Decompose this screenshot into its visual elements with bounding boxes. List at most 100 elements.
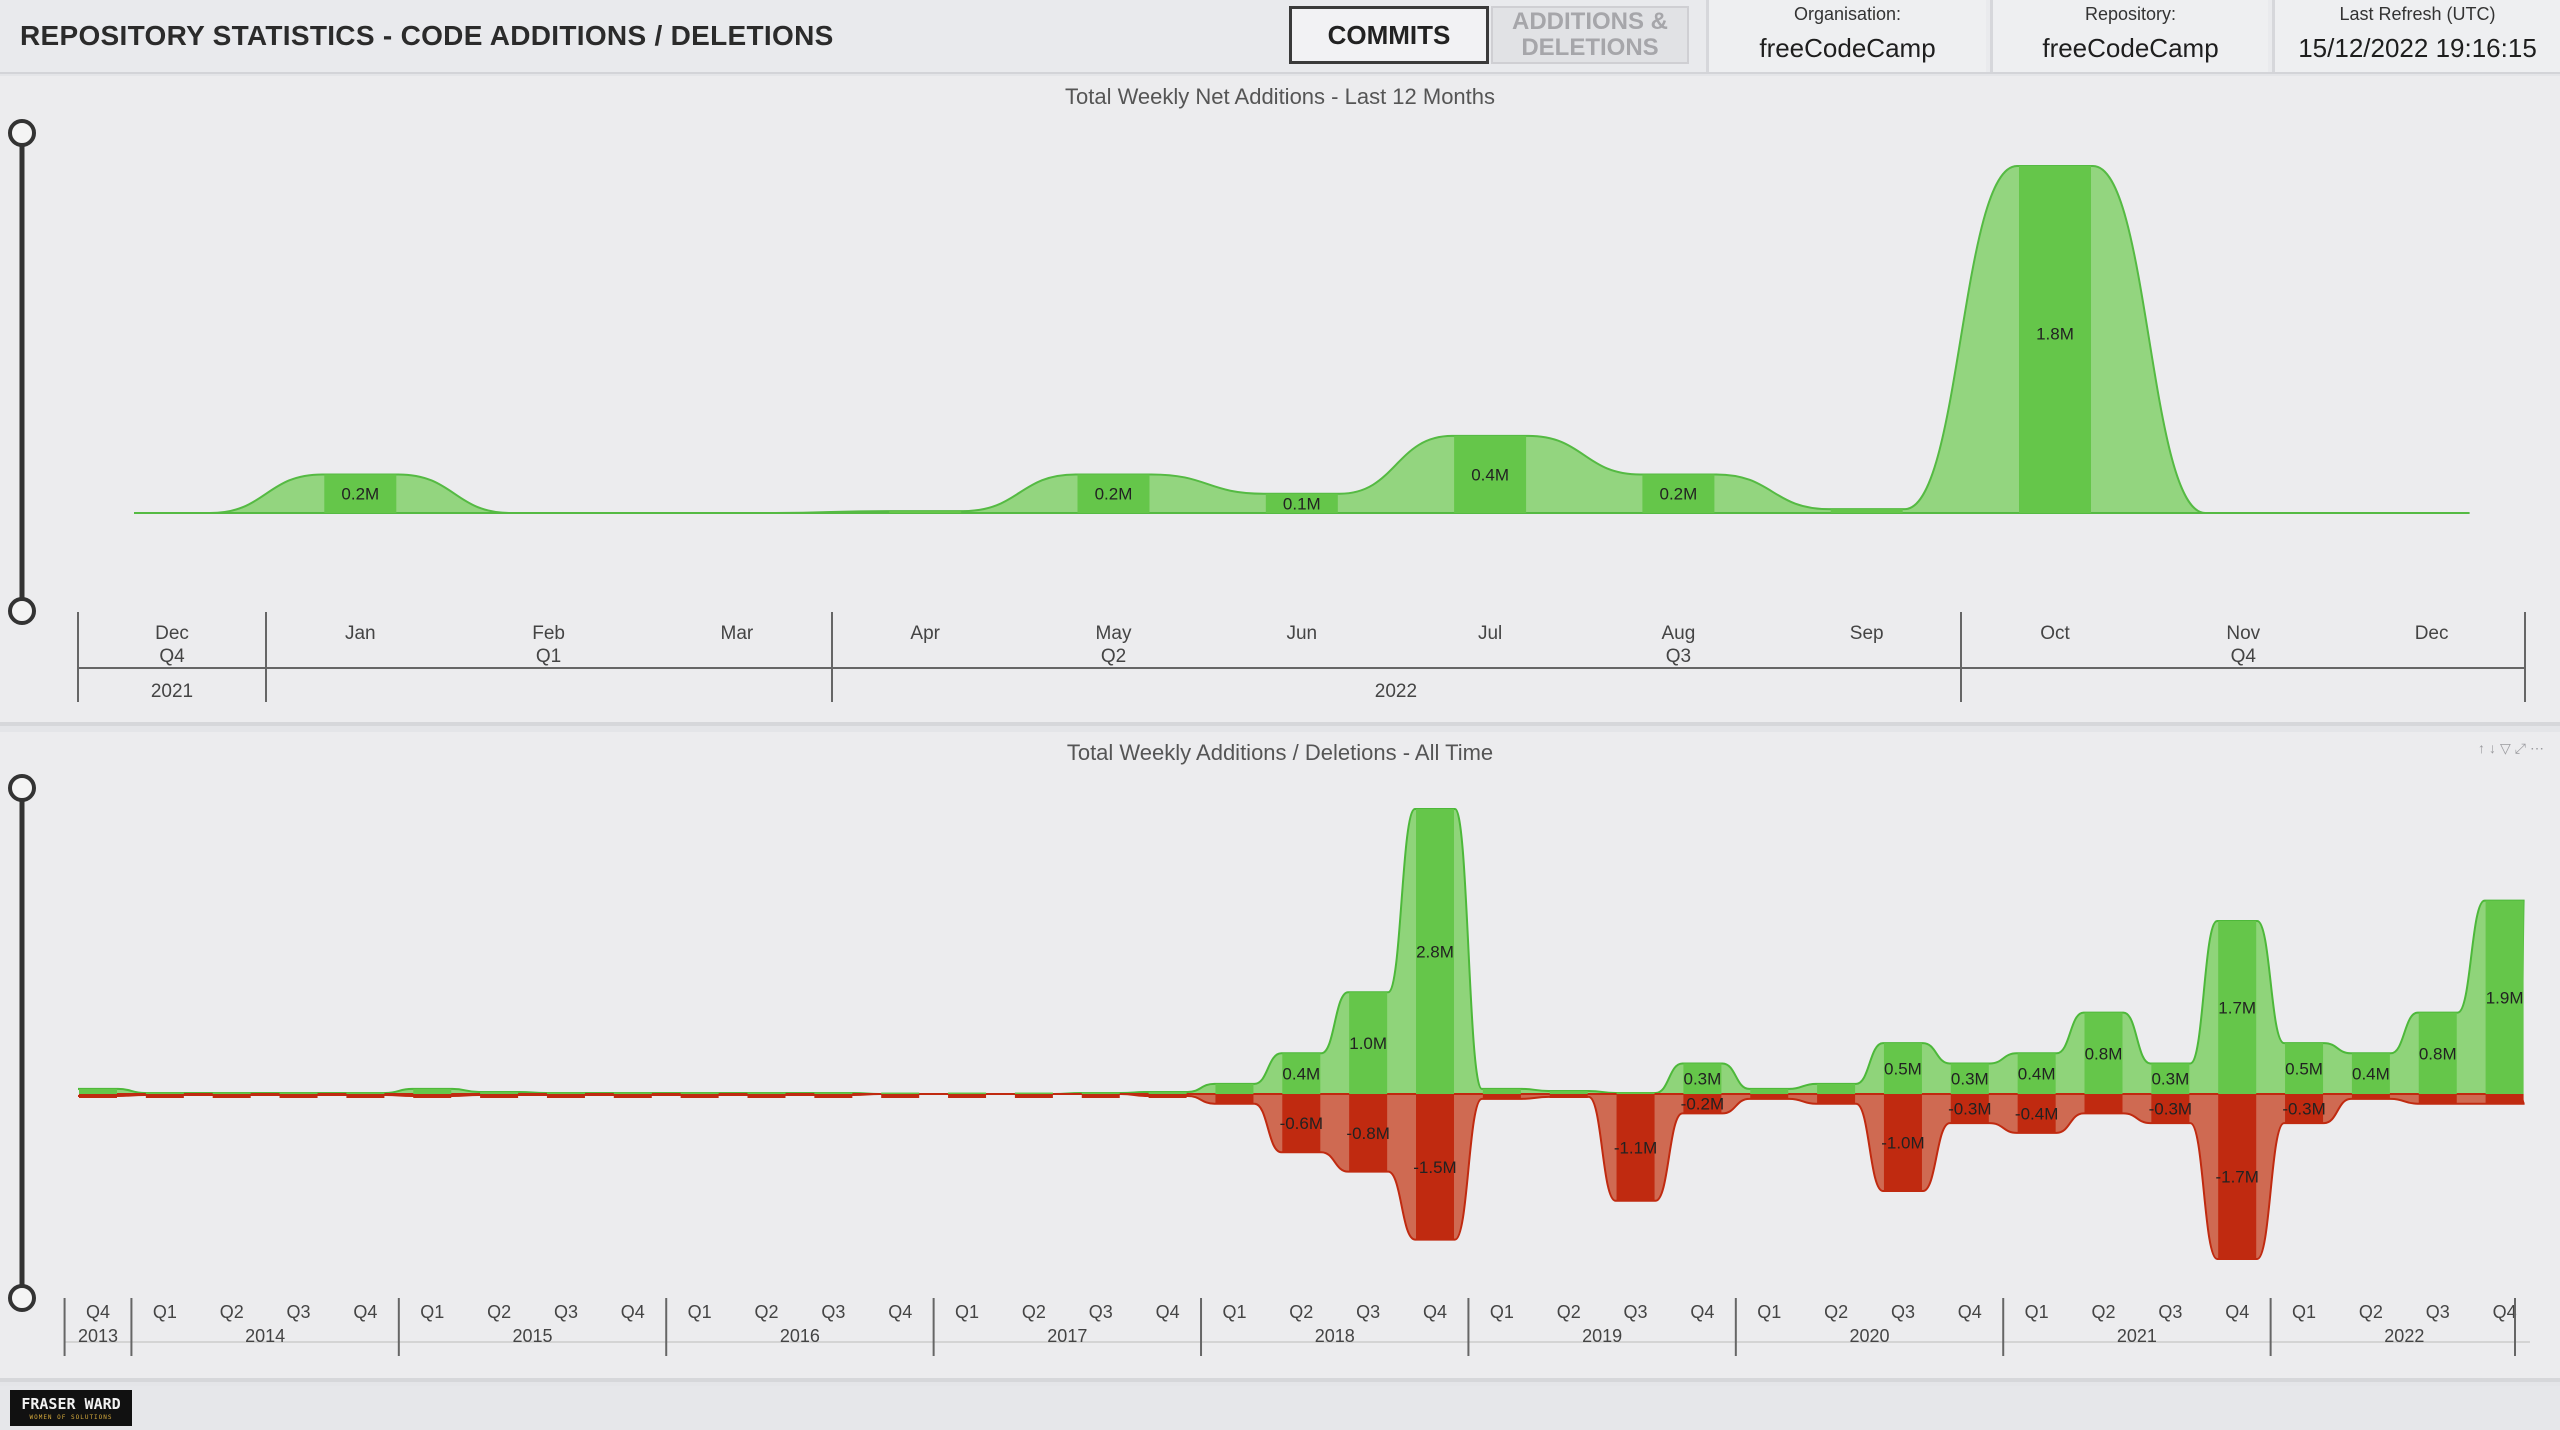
additions-bar	[2017, 1053, 2056, 1094]
additions-deletions-quarter-tick: Q4	[86, 1302, 110, 1322]
additions-deletions-quarter-tick: Q3	[1891, 1302, 1915, 1322]
additions-data-label: 0.4M	[2352, 1065, 2390, 1084]
additions-deletions-quarter-tick: Q2	[1824, 1302, 1848, 1322]
deletions-data-label: -1.0M	[1881, 1134, 1924, 1153]
additions-bar	[680, 1092, 719, 1094]
expand-icon[interactable]: ⤢	[2514, 740, 2530, 756]
net-additions-bar	[889, 511, 962, 513]
deletions-bar	[1549, 1094, 1588, 1098]
additions-bar	[2351, 1053, 2390, 1094]
bottom-slicer-handle-icon	[8, 774, 36, 802]
deletions-bar	[2084, 1094, 2123, 1114]
additions-deletions-quarter-tick: Q4	[888, 1302, 912, 1322]
repository-label: Repository:	[2084, 4, 2177, 24]
additions-deletions-quarter-tick: Q2	[754, 1302, 778, 1322]
deletions-data-label: -0.3M	[1948, 1100, 1991, 1119]
net-additions-month-tick: Feb	[532, 623, 565, 644]
additions-deletions-quarter-tick: Q1	[1222, 1302, 1246, 1322]
deletions-bar	[2017, 1094, 2056, 1133]
deletions-data-label: -0.2M	[1681, 1095, 1724, 1114]
deletions-bar	[145, 1094, 184, 1098]
deletions-bar	[279, 1094, 318, 1098]
additions-deletions-quarter-tick: Q3	[287, 1302, 311, 1322]
additions-bar	[881, 1092, 920, 1094]
additions-data-label: 0.5M	[2285, 1060, 2323, 1079]
additions-data-label: 0.8M	[2085, 1044, 2123, 1063]
last-refresh-label: Last Refresh (UTC)	[2339, 4, 2496, 24]
repository-value: freeCodeCamp	[2042, 33, 2219, 63]
sort-up-icon[interactable]: ↑	[2478, 740, 2490, 756]
net-additions-month-tick: Dec	[2415, 623, 2449, 644]
deletions-bar	[546, 1094, 585, 1098]
brand-logo: FRASER WARD WOMEN OF SOLUTIONS	[10, 1390, 132, 1426]
additions-bar	[413, 1088, 452, 1094]
tab-commits[interactable]: COMMITS	[1289, 6, 1489, 64]
net-additions-month-tick: Sep	[1850, 623, 1884, 644]
additions-bar	[346, 1092, 385, 1094]
additions-deletions-year-tick: 2013	[78, 1326, 118, 1346]
deletions-data-label: -0.8M	[1346, 1124, 1389, 1143]
additions-bar	[2285, 1043, 2324, 1094]
deletions-bar	[881, 1094, 920, 1098]
additions-deletions-quarter-tick: Q4	[353, 1302, 377, 1322]
sort-down-icon[interactable]: ↓	[2489, 740, 2501, 756]
net-additions-data-label: 0.2M	[1660, 485, 1698, 504]
organisation-value: freeCodeCamp	[1759, 33, 1936, 63]
deletions-bar	[2151, 1094, 2190, 1124]
additions-bar	[1549, 1090, 1588, 1094]
filter-icon[interactable]: ▽	[2500, 740, 2515, 756]
deletions-bar	[613, 1094, 652, 1098]
additions-bar	[1883, 1043, 1922, 1094]
report-header: REPOSITORY STATISTICS - CODE ADDITIONS /…	[0, 0, 2560, 74]
more-options-icon[interactable]: ⋯	[2530, 740, 2548, 756]
additions-data-label: 1.9M	[2486, 988, 2524, 1007]
additions-deletions-quarter-tick: Q4	[2225, 1302, 2249, 1322]
deletions-bar	[413, 1094, 452, 1098]
net-additions-data-label: 0.2M	[341, 485, 379, 504]
additions-bar	[546, 1092, 585, 1094]
net-additions-bar	[1265, 493, 1338, 513]
deletions-bar	[79, 1094, 117, 1098]
net-additions-data-label: 0.1M	[1283, 494, 1321, 513]
additions-bar	[1014, 1092, 1053, 1094]
additions-deletions-quarter-tick: Q1	[688, 1302, 712, 1322]
additions-bar	[480, 1091, 519, 1094]
additions-deletions-year-tick: 2015	[513, 1326, 553, 1346]
net-additions-bar	[2019, 166, 2091, 513]
additions-bar	[2485, 900, 2524, 1094]
tab-additions-deletions[interactable]: ADDITIONS & DELETIONS	[1491, 6, 1689, 64]
deletions-data-label: -0.4M	[2015, 1104, 2058, 1123]
deletions-bar	[1416, 1094, 1454, 1240]
deletions-bar	[2218, 1094, 2257, 1259]
net-additions-bar	[1077, 474, 1150, 513]
deletions-data-label: -0.3M	[2149, 1100, 2192, 1119]
additions-data-label: 2.8M	[1416, 943, 1454, 962]
additions-data-label: 0.3M	[1951, 1070, 1989, 1089]
deletions-data-label: -1.7M	[2215, 1168, 2258, 1187]
net-additions-area	[134, 165, 2470, 514]
additions-deletions-quarter-tick: Q3	[2158, 1302, 2182, 1322]
net-additions-month-tick: Jul	[1478, 623, 1502, 644]
additions-deletions-quarter-tick: Q4	[1690, 1302, 1714, 1322]
additions-bar	[1349, 992, 1388, 1094]
additions-deletions-quarter-tick: Q2	[2359, 1302, 2383, 1322]
additions-deletions-year-tick: 2018	[1315, 1326, 1355, 1346]
additions-deletions-quarter-tick: Q3	[2426, 1302, 2450, 1322]
deletions-data-label: -0.3M	[2282, 1100, 2325, 1119]
visual-header-toolbar[interactable]: ↑↓▽⤢⋯	[2478, 740, 2548, 757]
deletions-bar	[2285, 1094, 2324, 1124]
net-additions-month-tick: Aug	[1661, 623, 1695, 644]
net-additions-panel: Total Weekly Net Additions - Last 12 Mon…	[0, 76, 2560, 726]
top-slicer-handle-icon	[8, 119, 36, 147]
deletions-bar	[2351, 1094, 2390, 1099]
additions-deletions-quarter-tick: Q3	[554, 1302, 578, 1322]
additions-data-label: 0.8M	[2419, 1044, 2457, 1063]
additions-bar	[814, 1092, 853, 1094]
net-additions-data-label: 1.8M	[2036, 325, 2074, 344]
additions-bar	[1616, 1092, 1655, 1094]
organisation-card: Organisation: freeCodeCamp	[1706, 0, 1986, 72]
net-additions-quarter-tick: Q3	[1666, 646, 1691, 667]
additions-deletions-quarter-tick: Q3	[1089, 1302, 1113, 1322]
deletions-bar	[1950, 1094, 1989, 1124]
additions-bar	[948, 1092, 987, 1094]
